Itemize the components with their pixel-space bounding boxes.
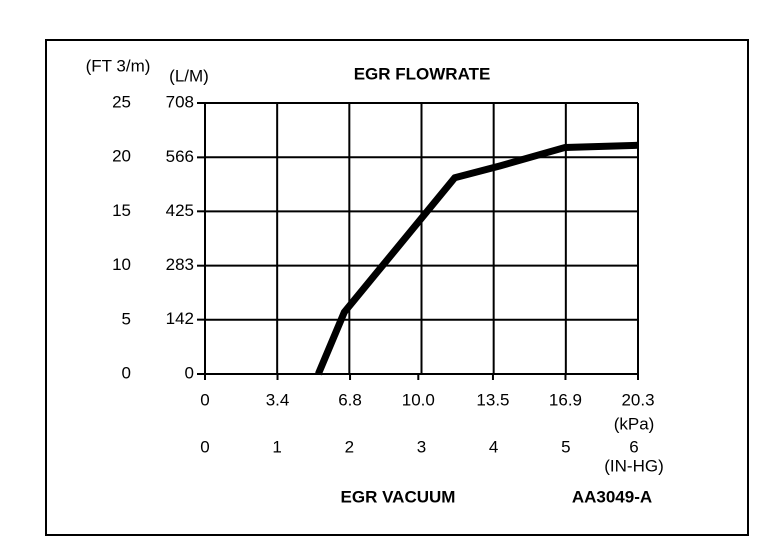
- y-tick-label: 5: [122, 309, 131, 328]
- x-tick-label: 2: [345, 437, 354, 456]
- y2-tick-label: 142: [166, 309, 194, 328]
- y2-tick-label: 708: [166, 92, 194, 111]
- x2-tick-label: 20.3: [621, 390, 654, 409]
- x-tick-label: 0: [200, 437, 209, 456]
- data-line: [315, 141, 639, 376]
- chart-title: EGR FLOWRATE: [354, 64, 491, 83]
- x-axis-title: EGR VACUUM: [341, 487, 456, 506]
- x-tick-label: 6: [629, 437, 638, 456]
- y2-tick-label: 0: [185, 363, 194, 382]
- y2-tick-label: 566: [166, 147, 194, 166]
- y-tick-label: 20: [112, 147, 131, 166]
- x2-tick-label: 6.8: [338, 390, 362, 409]
- x-tick-label: 3: [417, 437, 426, 456]
- y-tick-label: 15: [112, 201, 131, 220]
- y-tick-label: 0: [122, 363, 131, 382]
- x2-tick-label: 3.4: [266, 390, 290, 409]
- y2-tick-label: 283: [166, 255, 194, 274]
- y-tick-label: 10: [112, 255, 131, 274]
- y2-axis-label: (L/M): [169, 66, 209, 85]
- x2-tick-label: 13.5: [476, 390, 509, 409]
- x-tick-label: 4: [489, 437, 498, 456]
- x2-tick-label: 10.0: [402, 390, 435, 409]
- y-axis-label: (FT 3/m): [86, 56, 151, 75]
- x-tick-label: 5: [561, 437, 570, 456]
- x-tick-label: 1: [272, 437, 281, 456]
- y2-tick-label: 425: [166, 201, 194, 220]
- figure-code: AA3049-A: [572, 487, 652, 506]
- x2-axis-label: (kPa): [614, 414, 655, 433]
- x2-tick-label: 0: [200, 390, 209, 409]
- x2-tick-label: 16.9: [549, 390, 582, 409]
- x-axis-label: (IN-HG): [604, 456, 663, 475]
- y-tick-label: 25: [112, 92, 131, 111]
- frame: [45, 39, 749, 536]
